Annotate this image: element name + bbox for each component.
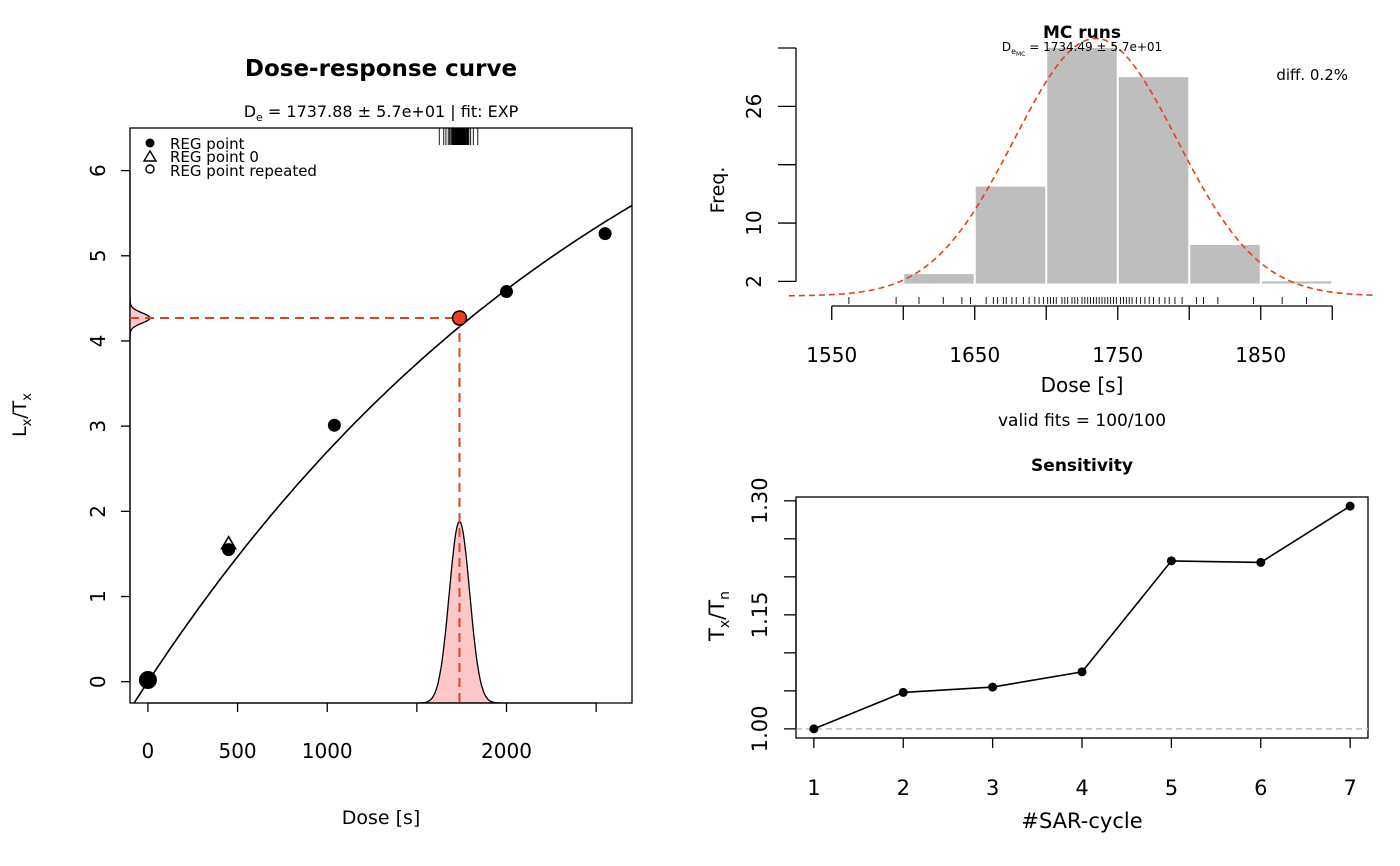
y-tick-label: 2: [86, 505, 110, 518]
x-tick-label: 1000: [302, 739, 353, 763]
x-tick-label: 1750: [1092, 343, 1143, 367]
x-tick-label: 0: [142, 739, 155, 763]
histogram-bar: [1261, 281, 1332, 284]
legend-open-triangle-symbol: [142, 149, 158, 162]
legend-open-circle-symbol: [145, 164, 155, 174]
x-tick-label: 1850: [1235, 343, 1286, 367]
legend-item-reg-point-repeated: REG point repeated: [170, 162, 317, 180]
y-tick-label: 6: [86, 164, 110, 177]
sensitivity-content: 1 2 3 4 5 6 7 1.00 1.15 1.30: [748, 477, 1368, 800]
mc-runs-valid-fits: valid fits = 100/100: [998, 411, 1166, 431]
reg-point-marker: [500, 285, 513, 299]
de-interpolated-point: [451, 310, 468, 326]
sensitivity-panel: 1 2 3 4 5 6 7 1.00 1.15 1.30 Sensitivity #SAR-cyc…: [705, 456, 1369, 833]
sensitivity-title: Sensitivity: [1031, 456, 1133, 476]
y-tick-label: 1.30: [748, 477, 772, 524]
dose-response-subtitle: De = 1737.88 ± 5.7e+01 | fit: EXP: [244, 102, 519, 124]
sensitivity-point: [809, 724, 819, 734]
sensitivity-point: [898, 687, 908, 697]
sensitivity-point: [1345, 501, 1355, 511]
mc-runs-diff-annotation: diff. 0.2%: [1276, 66, 1348, 84]
plot-area: [130, 128, 632, 703]
histogram-bar: [1047, 48, 1117, 284]
x-tick-label: 1550: [806, 343, 857, 367]
histogram-bar: [904, 274, 974, 284]
y-tick-label: 1.00: [748, 705, 772, 752]
histogram-bar: [975, 186, 1046, 284]
legend-item-reg-point: REG point: [170, 135, 245, 153]
y-tick-label: 26: [742, 94, 766, 119]
sensitivity-point: [1256, 557, 1266, 567]
legend-filled-circle-symbol: [145, 138, 155, 148]
sensitivity-y-axis-label: Tx/Tn: [705, 591, 733, 642]
x-tick-label: 5: [1165, 776, 1178, 800]
x-tick-label: 1650: [949, 343, 1000, 367]
x-tick-label: 4: [1075, 776, 1088, 800]
mc-runs-subtitle: DeMC = 1734.49 ± 5.7e+01: [1002, 40, 1162, 58]
dose-response-title: Dose-response curve: [245, 56, 517, 82]
reg-point-marker: [327, 418, 341, 432]
histogram-bar: [1190, 244, 1260, 284]
x-tick-label: 6: [1254, 776, 1267, 800]
mc-runs-y-axis-label: Freq.: [707, 167, 729, 214]
x-tick-label: 3: [986, 776, 999, 800]
reg-point-marker: [222, 543, 236, 557]
x-tick-label: 1: [807, 776, 820, 800]
y-tick-label: 1: [86, 590, 110, 603]
dose-response-y-axis-label: Lx/Tx: [9, 393, 35, 437]
x-tick-label: 2: [897, 776, 910, 800]
legend-item-reg-point-0: REG point 0: [170, 148, 259, 166]
mc-runs-title: MC runs: [1043, 23, 1121, 43]
mc-runs-panel: 1550 1650 1750 1850 2 10 26 MC runs DeMC = 173…: [707, 23, 1376, 431]
sensitivity-point: [1077, 667, 1087, 677]
histogram-bar: [1118, 77, 1189, 284]
x-tick-label: 2000: [481, 739, 532, 763]
dose-response-plot-frame: [129, 127, 633, 704]
dose-response-content: 0 500 1000 2000 0 1 2 3 4 5 6: [86, 128, 632, 763]
fit-curve-line: [133, 204, 632, 703]
y-tick-label: 0: [86, 675, 110, 688]
y-tick-label: 4: [86, 335, 110, 348]
sensitivity-line: [813, 505, 1351, 730]
sensitivity-point: [988, 682, 998, 692]
reg-point-marker: [598, 227, 612, 241]
x-tick-label: 7: [1343, 776, 1356, 800]
x-tick-label: 500: [218, 739, 256, 763]
y-tick-label: 10: [742, 210, 766, 235]
y-tick-label: 2: [742, 275, 766, 288]
dose-response-legend: REG point REG point 0 REG point repeated: [142, 135, 317, 180]
y-tick-label: 3: [86, 420, 110, 433]
sensitivity-point: [1166, 556, 1176, 566]
mc-runs-x-axis-label: Dose [s]: [1041, 373, 1124, 397]
y-tick-label: 1.15: [748, 591, 772, 638]
mc-runs-content: 1550 1650 1750 1850 2 10 26: [742, 37, 1376, 367]
sensitivity-x-axis-label: #SAR-cycle: [1021, 809, 1142, 833]
reg-point-marker: [138, 671, 157, 689]
dose-response-x-axis-label: Dose [s]: [342, 807, 421, 829]
y-tick-label: 5: [86, 249, 110, 262]
